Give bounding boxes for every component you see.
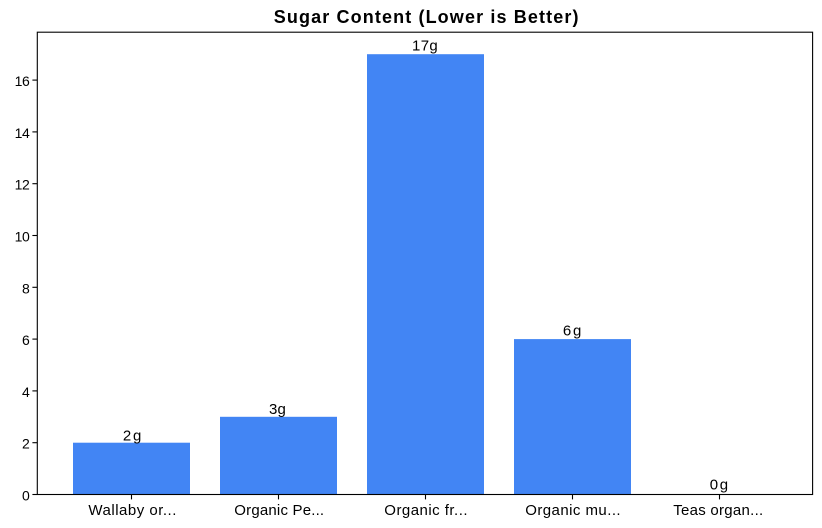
svg-text:2g: 2g (123, 427, 141, 444)
svg-text:8: 8 (22, 280, 30, 296)
svg-text:12: 12 (15, 177, 30, 193)
svg-text:Organic mu...: Organic mu... (525, 502, 620, 519)
svg-text:16: 16 (15, 73, 30, 89)
svg-text:0: 0 (22, 488, 30, 504)
svg-text:17g: 17g (412, 38, 438, 55)
svg-text:Organic Pe...: Organic Pe... (234, 502, 324, 519)
svg-text:10: 10 (15, 229, 30, 245)
svg-text:Organic fr...: Organic fr... (384, 502, 467, 519)
svg-text:4: 4 (22, 384, 30, 400)
svg-text:0g: 0g (710, 476, 728, 493)
svg-text:Teas organ...: Teas organ... (673, 502, 763, 519)
svg-text:6: 6 (22, 332, 30, 348)
svg-text:2: 2 (22, 436, 30, 452)
svg-text:3g: 3g (269, 401, 286, 418)
svg-text:Sugar Content (Lower is Better: Sugar Content (Lower is Better) (274, 7, 579, 27)
svg-text:14: 14 (15, 125, 30, 141)
svg-text:6g: 6g (563, 323, 581, 340)
svg-text:Wallaby or...: Wallaby or... (88, 502, 176, 519)
